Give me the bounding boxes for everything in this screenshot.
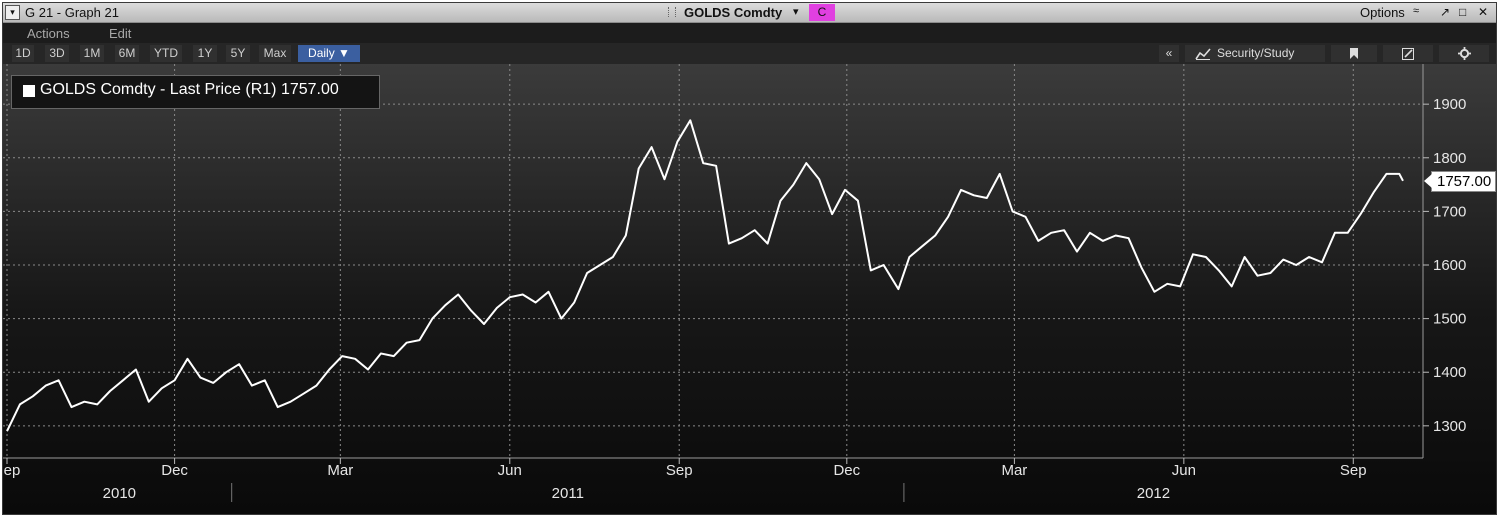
y-tick-label: 1800 (1433, 150, 1466, 167)
x-tick-label: Mar (327, 462, 353, 479)
menu-actions[interactable]: Actions (27, 26, 70, 41)
x-tick-label: Jun (498, 462, 522, 479)
security-ticker[interactable]: GOLDS Comdty (684, 5, 783, 20)
price-chart[interactable]: 1300 1400 1500 1600 1700 1800 1900 Sep Dec Mar Jun… (3, 64, 1496, 514)
range-6m-button[interactable]: 6M (115, 45, 139, 62)
window-menu-dropdown-icon[interactable]: ▾ (5, 5, 20, 20)
y-tick-label: 1700 (1433, 203, 1466, 220)
y-tick-label: 1600 (1433, 257, 1466, 274)
x-tick-label: Dec (833, 462, 860, 479)
period-daily-dropdown[interactable]: Daily ▼ (298, 45, 360, 62)
x-tick-label: Mar (1001, 462, 1027, 479)
chart-area[interactable]: 1300 1400 1500 1600 1700 1800 1900 Sep Dec Mar Jun… (3, 64, 1496, 514)
legend-swatch (23, 85, 35, 97)
c-badge-button[interactable]: C (809, 4, 835, 21)
minimize-icon[interactable]: □ (1459, 5, 1467, 19)
range-1d-button[interactable]: 1D (12, 45, 34, 62)
range-5y-button[interactable]: 5Y (226, 45, 250, 62)
options-chevron-icon[interactable]: ≈ (1413, 5, 1420, 17)
y-tick-label: 1300 (1433, 418, 1466, 435)
x-tick-label: Dec (161, 462, 188, 479)
window-title: G 21 - Graph 21 (25, 5, 119, 20)
popout-icon[interactable]: ↗ (1440, 5, 1451, 19)
range-3d-button[interactable]: 3D (45, 45, 69, 62)
year-label: 2012 (1137, 485, 1170, 502)
bookmark-icon (1350, 48, 1358, 59)
range-1y-button[interactable]: 1Y (193, 45, 217, 62)
x-tick-label: Sep (666, 462, 693, 479)
chart-line-icon (1195, 48, 1211, 60)
options-button[interactable]: Options (1360, 5, 1405, 20)
security-study-label: Security/Study (1217, 46, 1295, 60)
menu-edit[interactable]: Edit (109, 26, 132, 41)
title-bar: ▾ G 21 - Graph 21 GOLDS Comdty ▾ C Optio… (3, 3, 1496, 23)
y-tick-label: 1400 (1433, 364, 1466, 381)
chart-legend[interactable]: GOLDS Comdty - Last Price (R1) 1757.00 (11, 75, 380, 109)
range-1m-button[interactable]: 1M (80, 45, 104, 62)
toolbar: 1D 3D 1M 6M YTD 1Y 5Y Max Daily ▼ « Secu… (3, 43, 1496, 64)
x-tick-label: Jun (1172, 462, 1196, 479)
range-max-button[interactable]: Max (259, 45, 291, 62)
security-study-button[interactable]: Security/Study (1185, 45, 1325, 62)
year-label: 2010 (103, 485, 136, 502)
last-price-callout: 1757.00 (1423, 170, 1496, 192)
pencil-icon (1402, 48, 1414, 60)
gear-icon (1458, 47, 1471, 60)
y-tick-label: 1900 (1433, 96, 1466, 113)
ticker-dropdown-icon[interactable]: ▾ (793, 6, 799, 18)
x-tick-label: Sep (1340, 462, 1367, 479)
y-tick-label: 1500 (1433, 311, 1466, 328)
edit-button[interactable] (1383, 45, 1433, 62)
collapse-button[interactable]: « (1159, 45, 1179, 62)
price-series-line (6, 119, 1404, 432)
bookmark-button[interactable] (1331, 45, 1377, 62)
settings-button[interactable] (1439, 45, 1489, 62)
menu-bar: Actions Edit (3, 23, 1496, 43)
close-icon[interactable]: ✕ (1478, 5, 1489, 19)
legend-label: GOLDS Comdty - Last Price (R1) 1757.00 (40, 81, 339, 98)
year-label: 2011 (552, 485, 584, 502)
drag-handle-icon[interactable] (668, 7, 676, 17)
x-tick-label: Sep (3, 462, 20, 479)
range-ytd-button[interactable]: YTD (150, 45, 182, 62)
